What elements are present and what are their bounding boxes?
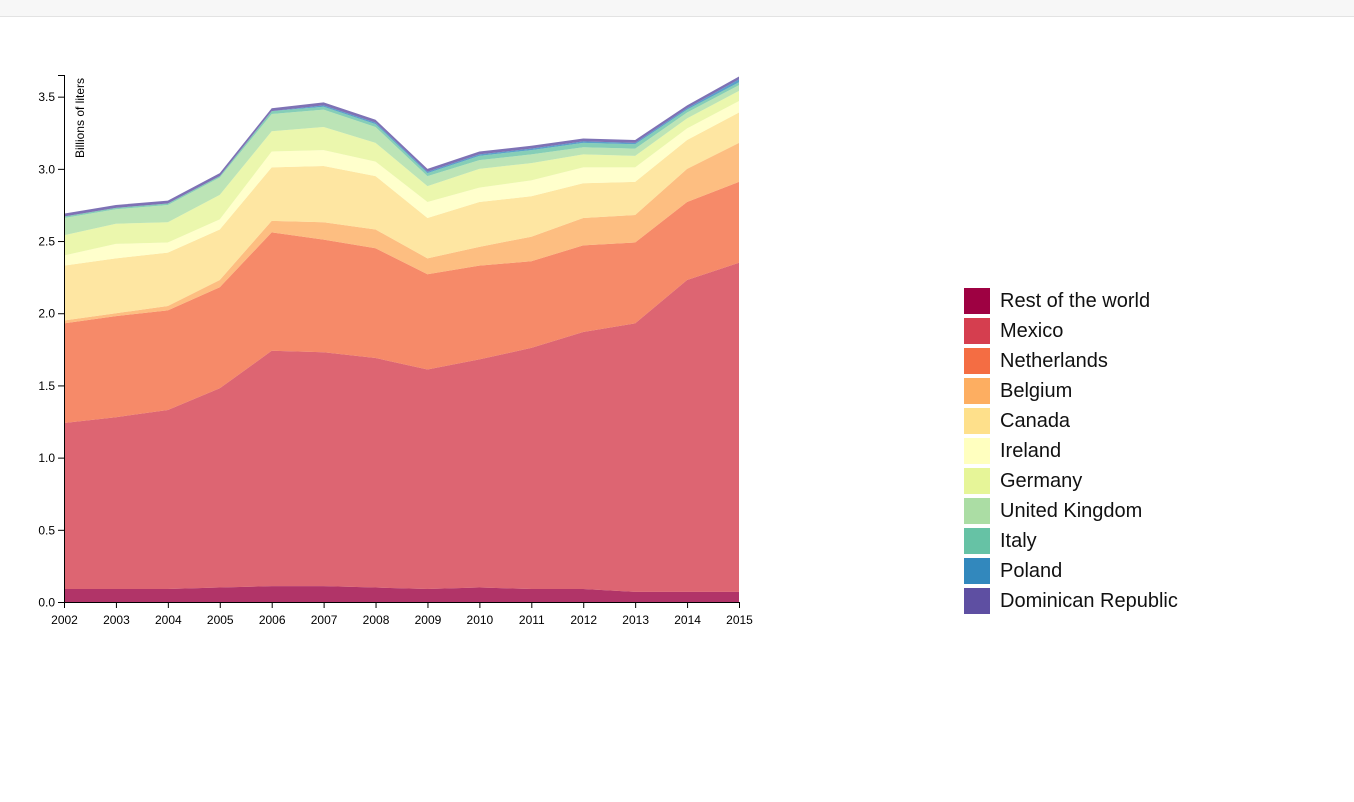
x-tick-label: 2012 (570, 613, 597, 627)
y-tick: 1.5 (38, 379, 64, 393)
area-series-germany (64, 90, 739, 256)
legend-label: United Kingdom (1000, 499, 1143, 522)
legend-item: Ireland (964, 436, 1178, 466)
y-tick-label: 0.0 (38, 596, 55, 610)
legend-label: Mexico (1000, 319, 1064, 342)
x-tick-label: 2007 (311, 613, 338, 627)
area-series-italy (64, 82, 739, 218)
x-tick: 2012 (570, 602, 597, 627)
y-tick-label: 1.0 (38, 451, 55, 465)
x-axis: 2002 2003 2004 2005 2006 2007 2008 2009 2010 2011… (51, 602, 753, 627)
x-tick-label: 2009 (415, 613, 442, 627)
x-tick-label: 2002 (51, 613, 78, 627)
x-tick: 2013 (622, 602, 649, 627)
y-axis-label: Billions of liters (73, 78, 87, 158)
stacked-area-chart: 2002 2003 2004 2005 2006 2007 2008 2009 2010 2011… (38, 75, 753, 627)
legend-label: Rest of the world (1000, 289, 1151, 312)
y-tick-label: 3.0 (38, 162, 55, 176)
legend-item: Belgium (964, 376, 1178, 406)
area-series-rest-of-the-world (64, 586, 739, 602)
area-series-mexico (64, 262, 739, 592)
y-tick: 1.0 (38, 451, 64, 465)
legend-swatch (964, 288, 990, 314)
x-tick-label: 2010 (467, 613, 494, 627)
x-tick: 2014 (674, 602, 701, 627)
legend-item: Netherlands (964, 346, 1178, 376)
legend-item: Rest of the world (964, 286, 1178, 316)
browser-top-bar (0, 0, 1354, 17)
legend-swatch (964, 588, 990, 614)
legend: Rest of the world Mexico Netherlands Belgiu… (964, 286, 1178, 616)
legend-label: Canada (1000, 409, 1071, 432)
x-tick: 2010 (467, 602, 494, 627)
x-tick: 2015 (726, 602, 753, 627)
area-series-poland (64, 79, 739, 217)
x-tick: 2008 (363, 602, 390, 627)
x-tick-label: 2014 (674, 613, 701, 627)
x-tick: 2007 (311, 602, 338, 627)
legend-label: Italy (1000, 529, 1037, 552)
legend-label: Ireland (1000, 439, 1062, 462)
legend-label: Poland (1000, 559, 1063, 582)
x-tick: 2011 (519, 602, 545, 627)
y-tick-label: 0.5 (38, 523, 55, 537)
x-tick-label: 2005 (207, 613, 234, 627)
legend-label: Germany (1000, 469, 1083, 492)
area-series-canada (64, 112, 739, 321)
legend-item: Poland (964, 556, 1178, 586)
x-tick-label: 2003 (103, 613, 130, 627)
legend-swatch (964, 528, 990, 554)
y-tick-label: 3.5 (38, 90, 55, 104)
x-tick: 2009 (415, 602, 442, 627)
legend-label: Belgium (1000, 379, 1073, 402)
x-tick-label: 2015 (726, 613, 753, 627)
x-tick: 2005 (207, 602, 234, 627)
legend-swatch (964, 318, 990, 344)
legend-swatch (964, 558, 990, 584)
legend-item: Italy (964, 526, 1178, 556)
legend-item: Mexico (964, 316, 1178, 346)
y-tick: 0.0 (38, 596, 64, 610)
x-tick: 2004 (155, 602, 182, 627)
legend-label: Netherlands (1000, 349, 1108, 372)
legend-swatch (964, 348, 990, 374)
y-tick-label: 1.5 (38, 379, 55, 393)
legend-item: Germany (964, 466, 1178, 496)
y-tick-label: 2.0 (38, 307, 55, 321)
area-series-united-kingdom (64, 85, 739, 236)
legend-item: Dominican Republic (964, 586, 1178, 616)
y-axis: 0.0 0.5 1.0 1.5 2.0 2.5 3.0 3.5 (38, 75, 65, 610)
y-tick: 2.5 (38, 235, 64, 249)
x-tick: 2003 (103, 602, 130, 627)
legend-swatch (964, 378, 990, 404)
x-tick-label: 2011 (519, 613, 545, 627)
x-tick-label: 2006 (259, 613, 286, 627)
legend-swatch (964, 408, 990, 434)
legend-item: Canada (964, 406, 1178, 436)
x-tick-label: 2004 (155, 613, 182, 627)
legend-swatch (964, 438, 990, 464)
x-tick-label: 2008 (363, 613, 390, 627)
y-tick: 0.5 (38, 523, 64, 537)
area-series-ireland (64, 100, 739, 266)
y-tick: 2.0 (38, 307, 64, 321)
area-layers (64, 76, 739, 602)
area-series-netherlands (64, 181, 739, 423)
legend-label: Dominican Republic (1000, 589, 1178, 612)
legend-item: United Kingdom (964, 496, 1178, 526)
x-tick: 2002 (51, 602, 78, 627)
legend-swatch (964, 468, 990, 494)
x-tick: 2006 (259, 602, 286, 627)
y-tick: 3.5 (38, 90, 64, 104)
legend-swatch (964, 498, 990, 524)
x-tick-label: 2013 (622, 613, 649, 627)
y-tick-label: 2.5 (38, 235, 55, 249)
y-tick: 3.0 (38, 162, 64, 176)
area-series-belgium (64, 142, 739, 324)
area-series-dominican-republic (64, 76, 739, 217)
